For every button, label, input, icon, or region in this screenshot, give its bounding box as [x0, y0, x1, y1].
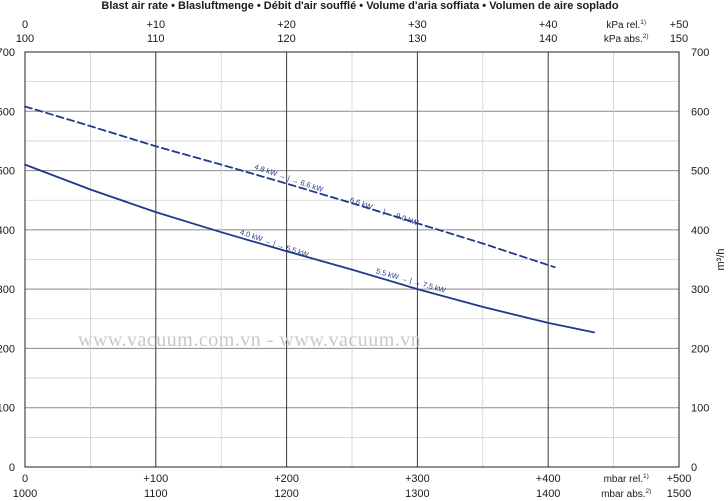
x-tick-bottom-abs: 1100 — [144, 488, 168, 500]
x-tick-top-abs: 140 — [539, 33, 557, 45]
x-tick-top-abs: 150 — [670, 33, 688, 45]
x-tick-top-abs: 110 — [147, 33, 165, 45]
annotations: 4.8 kW → | → 6.6 kW6.6 kW → | → 9.0 kW4.… — [239, 162, 448, 295]
x-tick-bottom-abs: 1200 — [274, 488, 298, 500]
x-tick-bottom-abs-unit: mbar abs.2) — [601, 488, 651, 500]
x-tick-bottom-rel: +100 — [143, 473, 168, 485]
y-tick-label-right: 600 — [691, 106, 709, 118]
y-tick-label-left: 200 — [0, 343, 15, 355]
y-axis-label: m³/h — [715, 249, 727, 271]
y-tick-label-left: 500 — [0, 166, 15, 178]
x-tick-bottom-rel: +200 — [274, 473, 299, 485]
x-tick-top-abs: 130 — [408, 33, 426, 45]
x-tick-bottom-rel: +500 — [667, 473, 692, 485]
x-tick-bottom-rel: +400 — [536, 473, 561, 485]
x-tick-bottom-abs: 1300 — [405, 488, 429, 500]
x-tick-top-abs: 120 — [277, 33, 295, 45]
series-line-dashed — [24, 105, 556, 269]
x-tick-top-rel: +10 — [146, 19, 165, 31]
y-tick-label-right: 300 — [691, 284, 709, 296]
y-tick-label-right: 0 — [691, 462, 697, 474]
tick-labels: 0010010020020030030040040050050060060070… — [0, 19, 727, 500]
y-tick-label-right: 200 — [691, 343, 709, 355]
power-annotation: 4.8 kW → | → 6.6 kW — [253, 162, 325, 194]
x-tick-top-rel: +20 — [277, 19, 296, 31]
y-tick-label-right: 100 — [691, 403, 709, 415]
x-tick-top-rel: +40 — [539, 19, 558, 31]
x-tick-top-rel: 0 — [22, 19, 28, 31]
x-tick-top-rel-unit: kPa rel.1) — [606, 19, 646, 31]
plot-frame — [24, 51, 680, 468]
x-tick-bottom-abs: 1500 — [667, 488, 691, 500]
y-tick-label-left: 100 — [0, 403, 15, 415]
y-tick-label-right: 400 — [691, 225, 709, 237]
x-tick-bottom-abs: 1000 — [13, 488, 37, 500]
y-tick-label-right: 500 — [691, 166, 709, 178]
chart-title: Blast air rate • Blasluftmenge • Débit d… — [101, 0, 618, 12]
series-line-solid — [24, 163, 595, 334]
y-tick-label-left: 400 — [0, 225, 15, 237]
x-tick-bottom-abs: 1400 — [536, 488, 560, 500]
x-tick-top-rel: +50 — [670, 19, 689, 31]
x-tick-top-abs: 100 — [16, 33, 34, 45]
y-tick-label-left: 300 — [0, 284, 15, 296]
series-group — [24, 105, 595, 334]
y-tick-label-left: 600 — [0, 106, 15, 118]
y-tick-label-left: 0 — [9, 462, 15, 474]
x-tick-top-abs-unit: kPa abs.2) — [604, 33, 649, 45]
watermark-text: www.vacuum.com.vn - www.vacuum.vn — [78, 329, 421, 351]
x-tick-bottom-rel: +300 — [405, 473, 430, 485]
x-tick-bottom-rel-unit: mbar rel.1) — [604, 473, 649, 485]
power-annotation: 5.5 kW → | → 7.5 kW — [375, 266, 448, 295]
power-annotation: 4.0 kW → | → 5.5 kW — [239, 227, 311, 259]
x-tick-top-rel: +30 — [408, 19, 427, 31]
y-tick-label-left: 700 — [0, 47, 15, 59]
grid — [24, 51, 680, 468]
x-tick-bottom-rel: 0 — [22, 473, 28, 485]
y-tick-label-right: 700 — [691, 47, 709, 59]
